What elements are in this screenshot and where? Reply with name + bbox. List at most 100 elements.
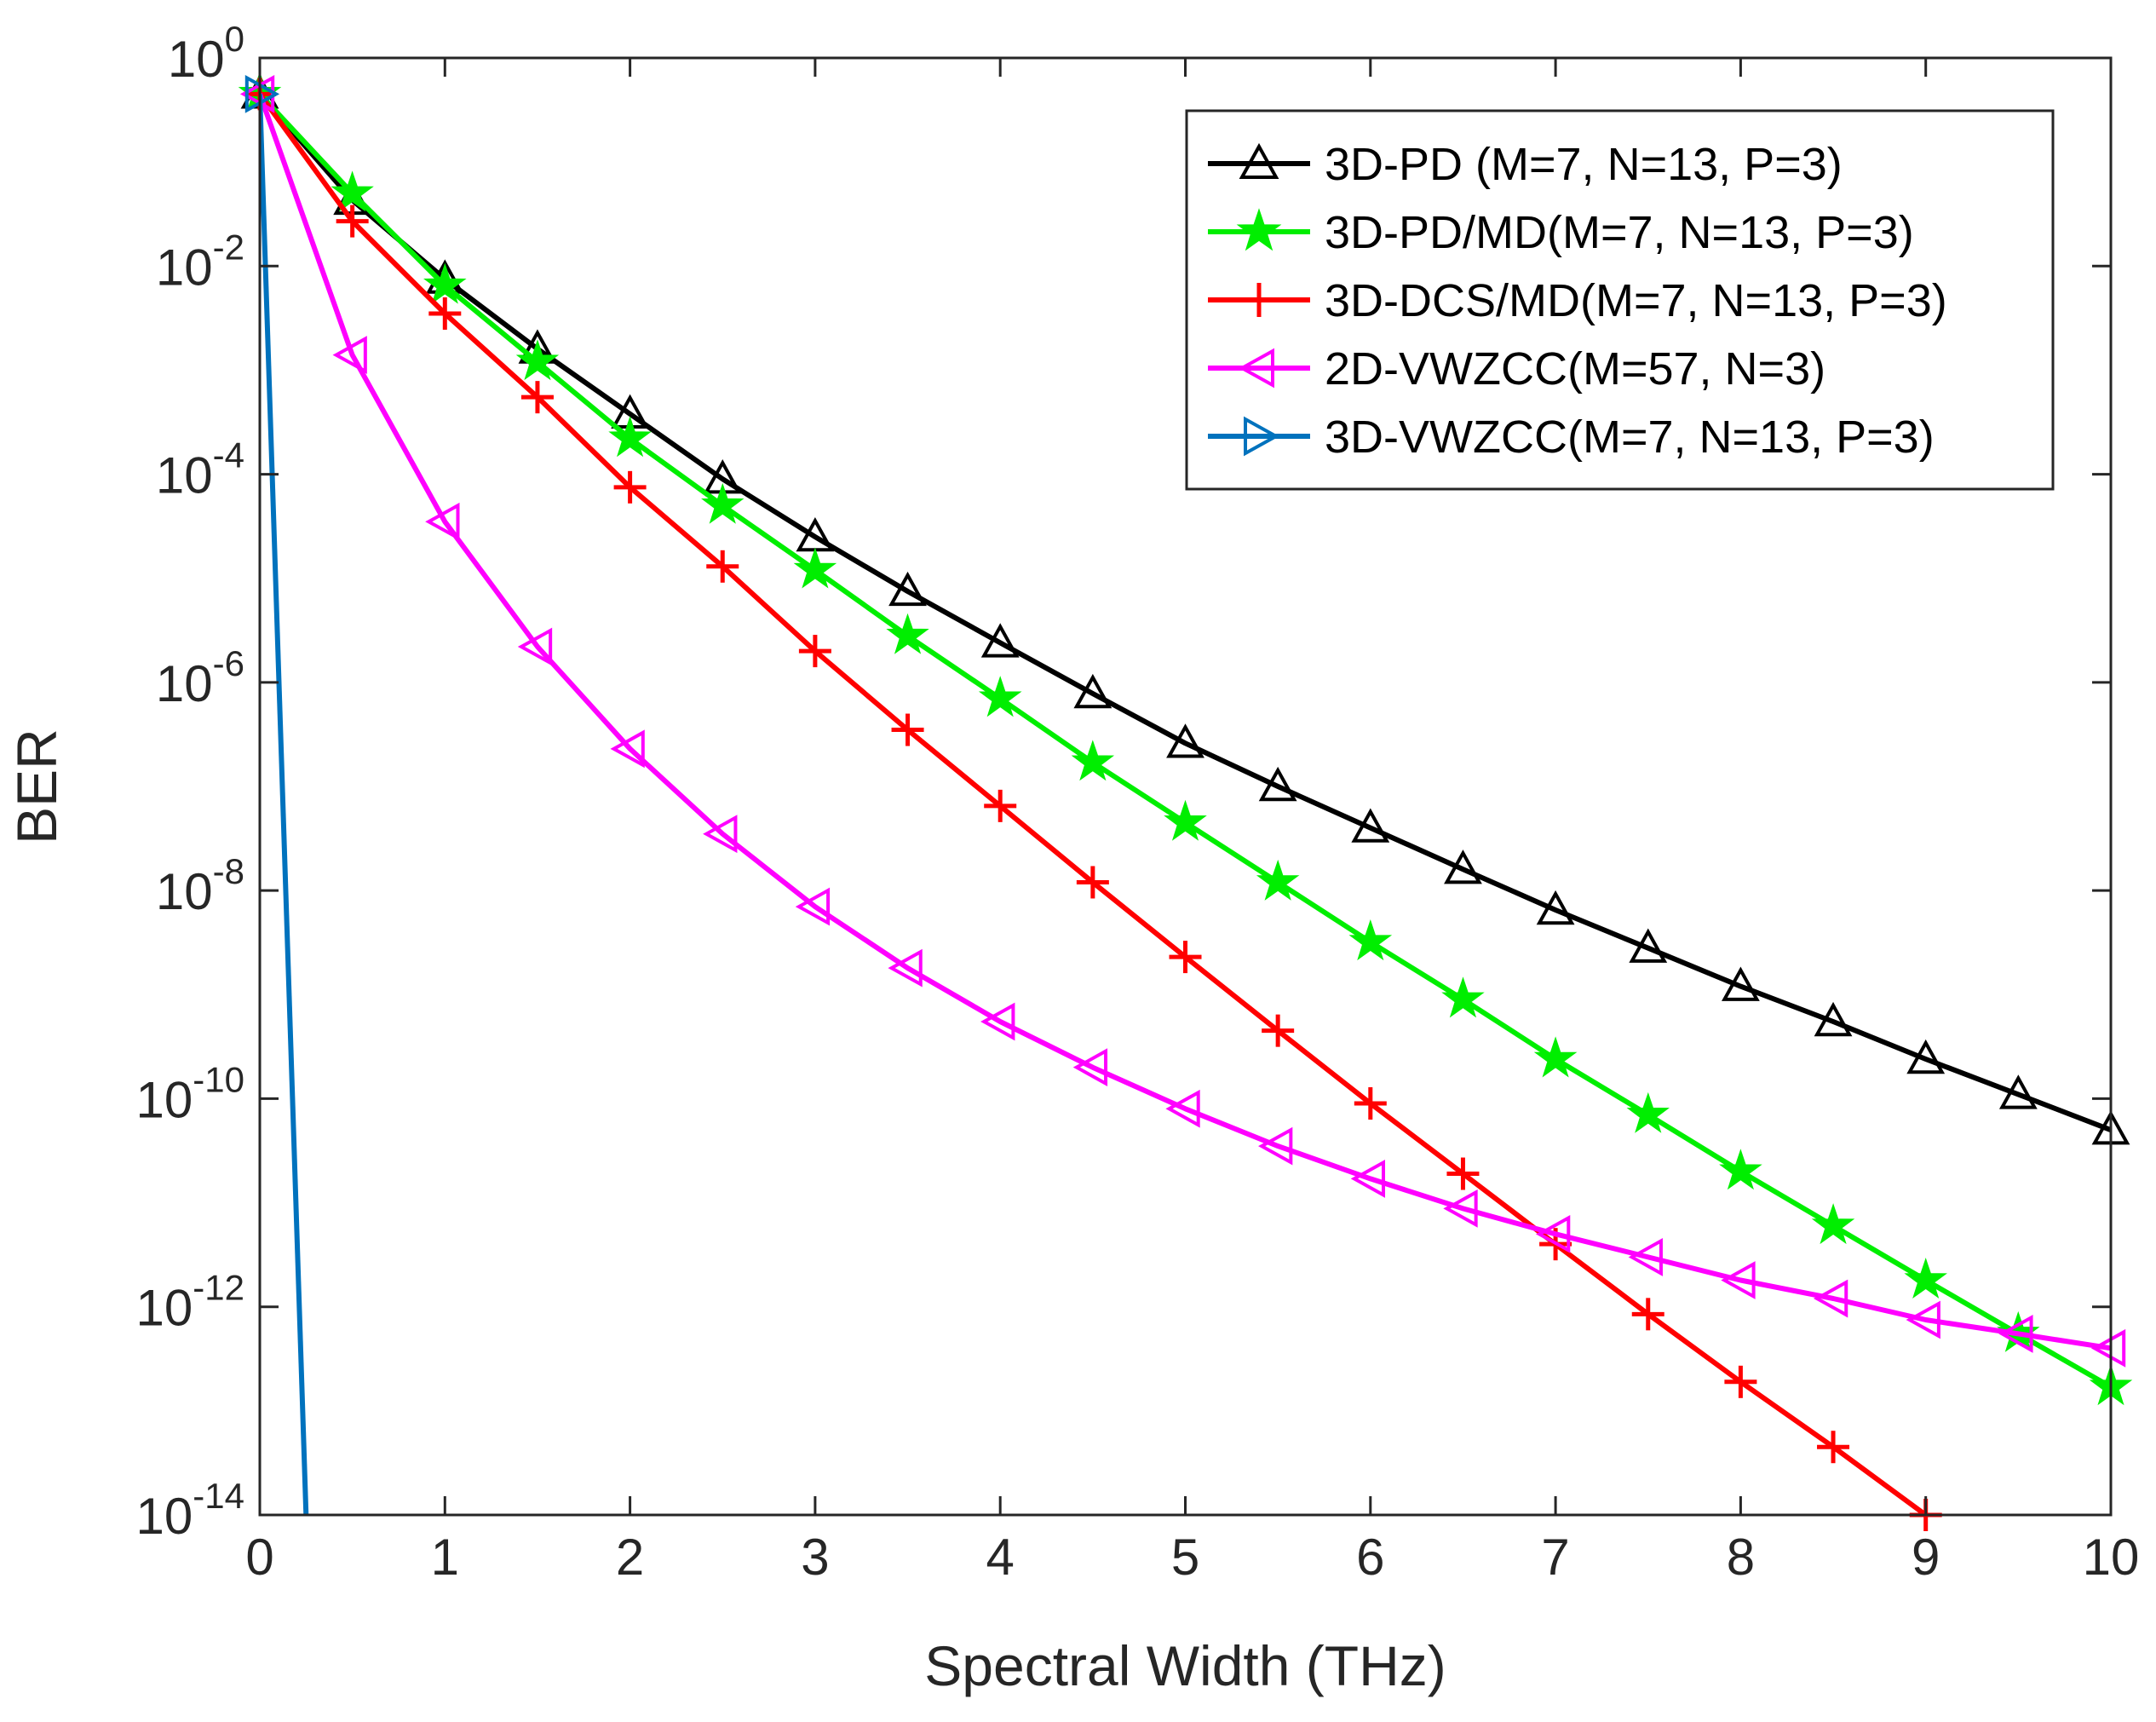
y-tick-base: 10 <box>136 1280 193 1337</box>
data-point <box>1631 1298 1664 1331</box>
data-point <box>331 170 374 212</box>
data-point <box>1719 1149 1762 1190</box>
data-point <box>978 676 1022 717</box>
data-point <box>1998 1074 2038 1109</box>
data-point <box>1071 740 1115 781</box>
data-point <box>1906 1039 1946 1074</box>
legend-label: 3D-VWZCC(M=7, N=13, P=3) <box>1325 412 1935 463</box>
data-point <box>1811 1203 1855 1245</box>
data-point <box>891 713 924 746</box>
data-point <box>1164 799 1207 841</box>
data-point <box>1906 1300 1940 1339</box>
data-point <box>1072 1048 1108 1087</box>
legend-label: 3D-PD (M=7, N=13, P=3) <box>1325 139 1843 190</box>
y-tick-label: 10-4 <box>156 435 244 504</box>
x-tick-label: 2 <box>616 1529 644 1586</box>
y-tick-exponent: -12 <box>193 1268 244 1308</box>
data-point <box>1166 723 1204 758</box>
tick-layer <box>258 56 2113 1517</box>
data-point <box>520 381 554 414</box>
y-tick-exponent: -6 <box>213 643 244 683</box>
data-point <box>701 482 745 524</box>
legend-marker <box>1239 142 1279 179</box>
y-tick-base: 10 <box>156 447 213 504</box>
legend-item: 3D-DCS/MD(M=7, N=13, P=3) <box>1208 275 1947 326</box>
data-point <box>1169 941 1202 974</box>
legend-item: 3D-PD (M=7, N=13, P=3) <box>1208 139 1843 190</box>
y-tick-base: 10 <box>136 1071 193 1128</box>
legend: 3D-PD (M=7, N=13, P=3) 3D-PD/MD(M=7, N=13… <box>1185 109 2055 491</box>
data-point <box>1165 1089 1200 1128</box>
data-point <box>423 262 467 304</box>
legend-marker <box>1236 208 1282 251</box>
y-tick-label: 10-8 <box>156 851 244 920</box>
legend-label: 3D-PD/MD(M=7, N=13, P=3) <box>1325 207 1914 258</box>
data-point <box>980 623 1020 658</box>
data-point <box>1814 1001 1853 1037</box>
data-point <box>1262 1014 1295 1047</box>
y-tick-base: 10 <box>156 655 213 712</box>
legend-marker <box>1244 416 1280 457</box>
data-point <box>425 502 460 541</box>
y-tick-exponent: -10 <box>193 1059 244 1099</box>
legend-item: 3D-VWZCC(M=7, N=13, P=3) <box>1208 412 1935 463</box>
data-point <box>984 789 1017 822</box>
y-tick-label: 10-10 <box>136 1059 244 1128</box>
x-tick-label: 7 <box>1541 1529 1569 1586</box>
legend-marker <box>1238 348 1274 389</box>
data-point <box>1350 1160 1385 1198</box>
data-point <box>515 339 560 381</box>
y-tick-base: 10 <box>136 1488 193 1545</box>
data-point <box>517 627 553 666</box>
data-point <box>336 204 369 238</box>
x-tick-label: 10 <box>2083 1529 2140 1586</box>
data-point <box>706 550 739 583</box>
data-point <box>1813 1279 1848 1318</box>
y-tick-label: 10-2 <box>156 227 244 296</box>
y-tick-label: 100 <box>168 19 244 88</box>
data-point <box>1629 928 1668 963</box>
x-axis-title: Spectral Width (THz) <box>924 1634 1446 1697</box>
y-axis-title: BER <box>5 729 68 844</box>
series-1 <box>238 71 2133 1406</box>
y-tick-exponent: -8 <box>213 851 244 891</box>
tick-label-layer: 0 1 2 3 4 5 6 7 8 9 1010010-210-410-610-810-1010-1… <box>136 19 2140 1586</box>
data-point <box>1446 1157 1480 1190</box>
legend-item: 2D-VWZCC(M=57, N=3) <box>1208 343 1825 395</box>
data-point <box>1351 808 1390 843</box>
data-point <box>1258 1126 1293 1166</box>
data-point <box>980 1002 1015 1041</box>
y-tick-base: 10 <box>168 31 225 88</box>
legend-marker <box>1242 283 1276 317</box>
x-tick-label: 3 <box>801 1529 829 1586</box>
y-tick-base: 10 <box>156 863 213 920</box>
data-point <box>1348 919 1393 961</box>
y-tick-label: 10-6 <box>156 643 244 712</box>
data-point <box>1441 976 1485 1018</box>
data-point <box>793 547 837 589</box>
data-point <box>886 613 929 654</box>
x-tick-label: 8 <box>1727 1529 1755 1586</box>
series-4 <box>244 74 309 1516</box>
x-tick-label: 6 <box>1356 1529 1384 1586</box>
data-point <box>428 297 462 330</box>
data-point <box>795 887 831 926</box>
data-point <box>1258 766 1297 802</box>
x-tick-label: 5 <box>1171 1529 1199 1586</box>
data-point <box>1721 1261 1756 1299</box>
data-point <box>1073 673 1112 709</box>
data-point <box>1722 966 1760 1001</box>
x-tick-label: 1 <box>431 1529 459 1586</box>
series-line <box>260 93 2112 1351</box>
y-tick-base: 10 <box>156 239 213 296</box>
data-point <box>610 729 645 769</box>
y-tick-label: 10-12 <box>136 1268 244 1337</box>
data-point <box>1817 1431 1850 1464</box>
data-point <box>1444 849 1482 884</box>
data-point <box>613 470 647 504</box>
data-point <box>798 635 831 668</box>
data-point <box>1256 859 1300 901</box>
y-tick-exponent: -4 <box>213 435 244 475</box>
x-tick-label: 9 <box>1912 1529 1940 1586</box>
